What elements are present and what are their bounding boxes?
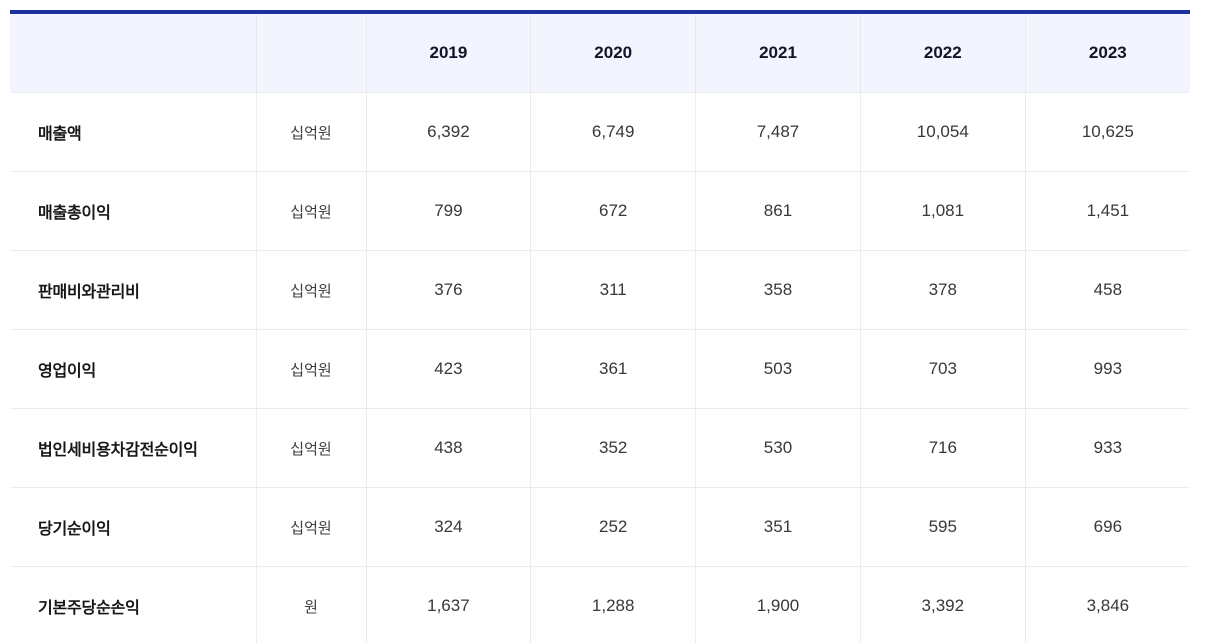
table-body: 매출액 십억원 6,392 6,749 7,487 10,054 10,625 매출총이익 십억… xyxy=(10,92,1190,643)
row-unit: 원 xyxy=(255,566,366,643)
header-unit-cell xyxy=(255,12,366,93)
header-year-2023: 2023 xyxy=(1024,12,1190,93)
row-unit: 십억원 xyxy=(255,250,366,330)
value-cell: 252 xyxy=(530,487,696,567)
value-cell: 324 xyxy=(365,487,531,567)
value-cell: 3,392 xyxy=(859,566,1026,643)
value-cell: 1,900 xyxy=(695,566,861,643)
value-cell: 358 xyxy=(695,250,861,330)
value-cell: 6,392 xyxy=(365,92,531,172)
value-cell: 933 xyxy=(1024,408,1190,488)
value-cell: 423 xyxy=(365,329,531,409)
value-cell: 10,054 xyxy=(859,92,1026,172)
value-cell: 376 xyxy=(365,250,531,330)
row-unit: 십억원 xyxy=(255,92,366,172)
value-cell: 1,637 xyxy=(365,566,531,643)
value-cell: 10,625 xyxy=(1024,92,1190,172)
value-cell: 530 xyxy=(695,408,861,488)
value-cell: 351 xyxy=(695,487,861,567)
value-cell: 696 xyxy=(1024,487,1190,567)
header-year-2020: 2020 xyxy=(530,12,696,93)
value-cell: 703 xyxy=(859,329,1026,409)
table-row: 매출총이익 십억원 799 672 861 1,081 1,451 xyxy=(10,171,1190,251)
table-row: 기본주당순손익 원 1,637 1,288 1,900 3,392 3,846 xyxy=(10,566,1190,643)
value-cell: 503 xyxy=(695,329,861,409)
table-header-row: 2019 2020 2021 2022 2023 xyxy=(10,12,1190,93)
row-label: 영업이익 xyxy=(10,329,256,409)
table-row: 영업이익 십억원 423 361 503 703 993 xyxy=(10,329,1190,409)
value-cell: 1,451 xyxy=(1024,171,1190,251)
header-year-2019: 2019 xyxy=(365,12,531,93)
header-year-2022: 2022 xyxy=(859,12,1026,93)
row-label: 법인세비용차감전순이익 xyxy=(10,408,256,488)
table-row: 당기순이익 십억원 324 252 351 595 696 xyxy=(10,487,1190,567)
row-label: 매출액 xyxy=(10,92,256,172)
value-cell: 6,749 xyxy=(530,92,696,172)
value-cell: 458 xyxy=(1024,250,1190,330)
row-label: 기본주당순손익 xyxy=(10,566,256,643)
value-cell: 361 xyxy=(530,329,696,409)
value-cell: 716 xyxy=(859,408,1026,488)
value-cell: 3,846 xyxy=(1024,566,1190,643)
row-unit: 십억원 xyxy=(255,487,366,567)
value-cell: 438 xyxy=(365,408,531,488)
financial-summary-table: 2019 2020 2021 2022 2023 매출액 십억원 6,392 6,749 7,4… xyxy=(10,10,1190,643)
header-year-2021: 2021 xyxy=(695,12,861,93)
value-cell: 861 xyxy=(695,171,861,251)
value-cell: 799 xyxy=(365,171,531,251)
table-row: 판매비와관리비 십억원 376 311 358 378 458 xyxy=(10,250,1190,330)
value-cell: 352 xyxy=(530,408,696,488)
value-cell: 993 xyxy=(1024,329,1190,409)
value-cell: 378 xyxy=(859,250,1026,330)
value-cell: 1,288 xyxy=(530,566,696,643)
value-cell: 595 xyxy=(859,487,1026,567)
row-label: 판매비와관리비 xyxy=(10,250,256,330)
row-unit: 십억원 xyxy=(255,408,366,488)
table-row: 법인세비용차감전순이익 십억원 438 352 530 716 933 xyxy=(10,408,1190,488)
row-unit: 십억원 xyxy=(255,171,366,251)
header-label-cell xyxy=(10,12,256,93)
table-row: 매출액 십억원 6,392 6,749 7,487 10,054 10,625 xyxy=(10,92,1190,172)
value-cell: 311 xyxy=(530,250,696,330)
row-label: 매출총이익 xyxy=(10,171,256,251)
value-cell: 7,487 xyxy=(695,92,861,172)
value-cell: 672 xyxy=(530,171,696,251)
value-cell: 1,081 xyxy=(859,171,1026,251)
row-unit: 십억원 xyxy=(255,329,366,409)
row-label: 당기순이익 xyxy=(10,487,256,567)
